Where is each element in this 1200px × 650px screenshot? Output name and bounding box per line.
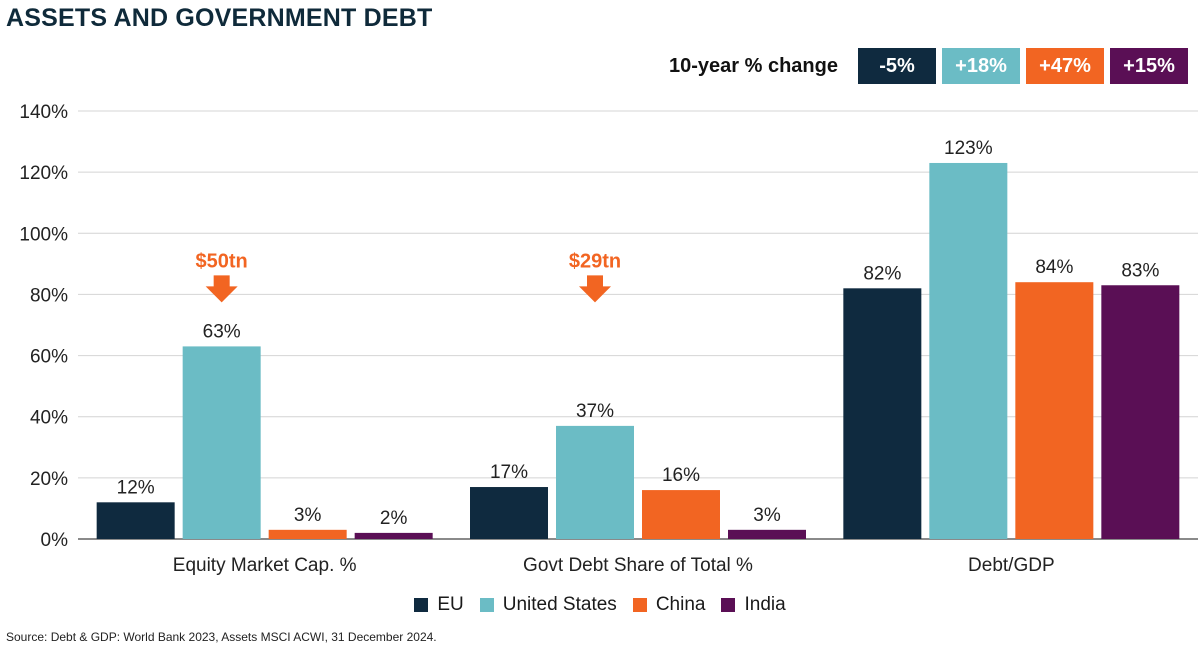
data-label: 12% [117, 477, 155, 498]
data-label: 3% [753, 505, 781, 526]
bar-eu [843, 288, 922, 539]
data-label: 123% [944, 138, 993, 159]
data-label: 2% [380, 508, 408, 529]
down-arrow-icon [205, 275, 238, 303]
legend: EU United States China India [0, 594, 1200, 616]
annotation-value: $29tn [569, 250, 621, 272]
ten-year-change-row: 10-year % change -5% +18% +47% +15% [669, 48, 1188, 84]
bar-united-states [929, 162, 1008, 539]
bar-india [728, 529, 806, 539]
bar-india [354, 532, 433, 539]
bar-eu [470, 487, 548, 539]
category-label: Govt Debt Share of Total % [523, 555, 753, 576]
bar-china [268, 529, 347, 539]
legend-label-india: India [744, 594, 786, 615]
legend-label-china: China [655, 594, 706, 615]
legend-label-eu: EU [437, 594, 464, 615]
data-label: 63% [203, 321, 241, 342]
legend-item-eu: EU [414, 594, 464, 616]
bar-china [642, 490, 720, 539]
bar-china [1015, 282, 1094, 539]
bar-united-states [556, 425, 634, 539]
y-tick-label: 100% [19, 224, 68, 245]
annotation-value: $50tn [196, 250, 248, 272]
bar-eu [96, 502, 175, 539]
y-tick-label: 120% [19, 163, 68, 184]
data-label: 82% [863, 263, 901, 284]
ten-year-change-label: 10-year % change [669, 54, 838, 77]
data-label: 84% [1035, 257, 1073, 278]
legend-item-china: China [632, 594, 706, 616]
data-label: 17% [490, 462, 528, 483]
category-label: Equity Market Cap. % [173, 555, 357, 576]
legend-swatch-india [721, 598, 736, 612]
legend-item-united-states: United States [479, 594, 617, 616]
data-label: 16% [662, 465, 700, 486]
category-label: Debt/GDP [968, 555, 1055, 576]
bar-united-states [182, 346, 261, 539]
legend-swatch-china [632, 598, 647, 612]
down-arrow-icon [579, 275, 611, 303]
y-tick-label: 140% [19, 102, 68, 123]
y-tick-label: 20% [30, 469, 68, 490]
data-label: 3% [294, 505, 322, 526]
y-tick-label: 40% [30, 408, 68, 429]
change-chip-india: +15% [1110, 48, 1188, 84]
y-tick-label: 60% [30, 347, 68, 368]
legend-swatch-eu [414, 598, 429, 612]
bar-india [1101, 285, 1180, 539]
source-note: Source: Debt & GDP: World Bank 2023, Ass… [6, 630, 437, 644]
chart-title: ASSETS AND GOVERNMENT DEBT [6, 4, 433, 32]
change-chip-united-states: +18% [942, 48, 1020, 84]
data-label: 37% [576, 401, 614, 422]
y-tick-label: 0% [41, 530, 69, 551]
legend-swatch-united-states [479, 598, 494, 612]
legend-label-united-states: United States [502, 594, 617, 615]
data-label: 83% [1121, 260, 1159, 281]
legend-item-india: India [721, 594, 786, 616]
change-chip-eu: -5% [858, 48, 936, 84]
y-tick-label: 80% [30, 285, 68, 306]
change-chip-china: +47% [1026, 48, 1104, 84]
